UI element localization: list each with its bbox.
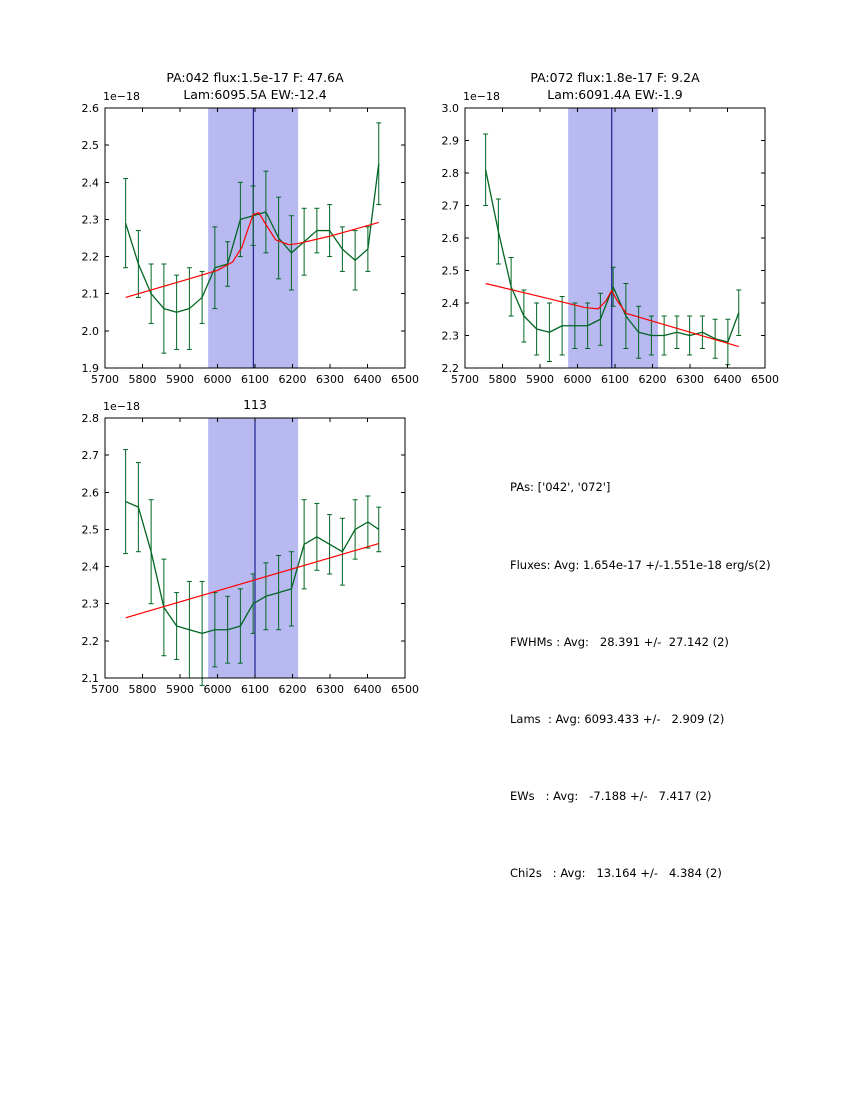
x-tick-label: 5700 [451,373,479,386]
y-tick-label: 2.8 [442,167,460,180]
chart-title: PA:072 flux:1.8e-17 F: 9.2A [530,70,700,85]
stats-line-pas: PAs: ['042', '072'] [510,480,611,495]
x-tick-label: 6300 [316,683,344,696]
chart-pa042-plot: 5700 5800 5900 6000 6100 6200 6300 6400 6500 1.9 2… [82,70,420,386]
y-tick-label: 2.4 [82,176,100,189]
y-tick-label: 2.2 [442,362,460,375]
x-tick-label: 6200 [279,373,307,386]
x-tick-label: 5800 [489,373,517,386]
x-tick-label: 5700 [91,373,119,386]
chart-title: PA:042 flux:1.5e-17 F: 47.6A [166,70,344,85]
summary-stats: PAs: ['042', '072'] Fluxes: Avg: 1.654e-… [510,424,771,938]
x-tick-label: 6100 [601,373,629,386]
x-tick-label: 5900 [526,373,554,386]
x-tick-label: 6400 [354,373,382,386]
y-tick-label: 2.5 [442,265,460,278]
chart-title: 113 [243,397,267,412]
x-tick-label: 5900 [166,683,194,696]
x-tick-label: 6200 [639,373,667,386]
y-tick-label: 1.9 [82,362,100,375]
x-tick-label: 6000 [564,373,592,386]
y-tick-label: 2.2 [82,635,100,648]
chart-pa072-plot: 5700 5800 5900 6000 6100 6200 6300 6400 6500 2.2 2… [442,70,780,386]
y-tick-label: 2.1 [82,288,100,301]
x-tick-label: 6300 [676,373,704,386]
y-tick-label: 2.7 [82,449,100,462]
fit-line [485,282,739,348]
x-tick-label: 5800 [129,373,157,386]
fit-line [125,542,379,619]
y-tick-label: 2.6 [442,232,460,245]
axis-offset-label: 1e−18 [463,90,500,103]
y-tick-label: 2.5 [82,139,100,152]
x-tick-label: 6400 [714,373,742,386]
y-tick-label: 2.4 [82,561,100,574]
chart-title: Lam:6091.4A EW:-1.9 [547,87,682,102]
chart-pa042: 5700 5800 5900 6000 6100 6200 6300 6400 6500 1.9 2… [50,62,430,397]
y-tick-label: 2.5 [82,523,100,536]
y-tick-label: 2.6 [82,102,100,115]
chart-title: Lam:6095.5A EW:-12.4 [183,87,326,102]
x-tick-label: 5900 [166,373,194,386]
x-tick-label: 6300 [316,373,344,386]
highlight-band [208,418,299,678]
highlight-band [568,108,659,368]
x-tick-label: 6200 [279,683,307,696]
y-tick-label: 2.9 [442,135,460,148]
stats-line-chi2s: Chi2s : Avg: 13.164 +/- 4.384 (2) [510,865,722,880]
stats-line-fwhms: FWHMs : Avg: 28.391 +/- 27.142 (2) [510,634,729,649]
y-tick-label: 2.1 [82,672,100,685]
x-tick-label: 5700 [91,683,119,696]
y-tick-label: 2.8 [82,412,100,425]
chart-113: 5700 5800 5900 6000 6100 6200 6300 6400 6500 2.1 2… [50,372,430,707]
x-tick-label: 6000 [204,683,232,696]
axis-offset-label: 1e−18 [103,90,140,103]
fit-line [125,212,379,299]
y-tick-label: 2.0 [82,325,100,338]
x-tick-label: 5800 [129,683,157,696]
y-tick-label: 2.6 [82,486,100,499]
y-tick-label: 2.3 [82,598,100,611]
y-tick-label: 2.3 [442,330,460,343]
y-tick-label: 2.4 [442,297,460,310]
y-tick-label: 3.0 [442,102,460,115]
chart-113-plot: 5700 5800 5900 6000 6100 6200 6300 6400 6500 2.1 2… [82,397,420,696]
x-tick-label: 6100 [241,373,269,386]
y-tick-label: 2.2 [82,251,100,264]
x-tick-label: 6500 [391,683,419,696]
stats-line-lams: Lams : Avg: 6093.433 +/- 2.909 (2) [510,711,725,726]
y-tick-label: 2.3 [82,213,100,226]
x-tick-label: 6500 [751,373,779,386]
x-tick-label: 6500 [391,373,419,386]
chart-pa072: 5700 5800 5900 6000 6100 6200 6300 6400 6500 2.2 2… [410,62,790,397]
stats-line-fluxes: Fluxes: Avg: 1.654e-17 +/-1.551e-18 erg/… [510,557,771,572]
x-tick-label: 6100 [241,683,269,696]
axis-offset-label: 1e−18 [103,400,140,413]
spectrum-line [484,169,740,343]
spectrum-line [125,500,380,635]
x-tick-label: 6400 [354,683,382,696]
stats-line-ews: EWs : Avg: -7.188 +/- 7.417 (2) [510,788,712,803]
y-tick-label: 2.7 [442,200,460,213]
x-tick-label: 6000 [204,373,232,386]
